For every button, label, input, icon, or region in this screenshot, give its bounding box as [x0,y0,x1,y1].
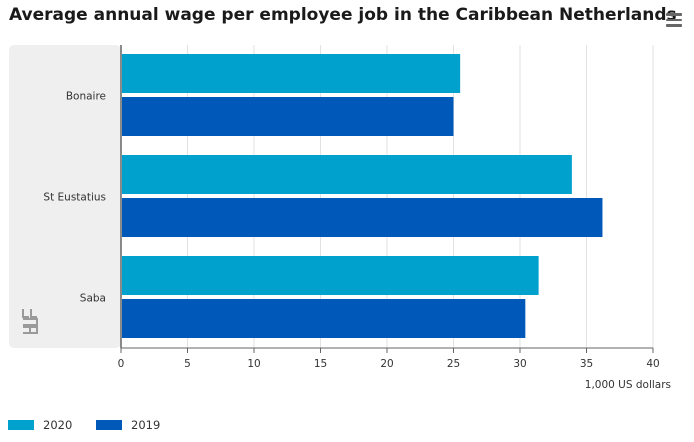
bar-bonaire-2019 [122,97,454,136]
x-axis-label: 1,000 US dollars [585,379,671,391]
bar-saba-2020 [122,256,539,295]
legend-swatch-2020 [8,420,34,430]
hamburger-menu-icon[interactable] [666,13,682,27]
x-tick-label-10: 10 [247,358,260,370]
x-tick-label-35: 35 [580,358,593,370]
chart-title: Average annual wage per employee job in … [9,5,677,25]
legend-swatch-2019 [96,420,122,430]
category-panel [9,45,121,348]
category-label-bonaire: Bonaire [66,91,106,103]
legend-label-2019: 2019 [131,418,161,432]
x-tick-label-40: 40 [646,358,659,370]
x-tick-label-0: 0 [118,358,125,370]
x-tick-label-20: 20 [380,358,393,370]
cbs-logo-icon [20,307,40,339]
bar-bonaire-2020 [122,54,461,93]
legend-item-2020[interactable]: 2020 [8,418,72,432]
bar-saba-2019 [122,299,526,338]
x-tick-label-25: 25 [447,358,460,370]
x-tick-label-5: 5 [184,358,191,370]
category-label-saba: Saba [80,293,106,305]
x-tick-label-15: 15 [314,358,327,370]
category-label-st-eustatius: St Eustatius [43,192,106,204]
x-tick-label-30: 30 [513,358,526,370]
bar-st-eustatius-2019 [122,198,603,237]
legend-item-2019[interactable]: 2019 [96,418,160,432]
bar-st-eustatius-2020 [122,155,572,194]
legend-label-2020: 2020 [43,418,73,432]
